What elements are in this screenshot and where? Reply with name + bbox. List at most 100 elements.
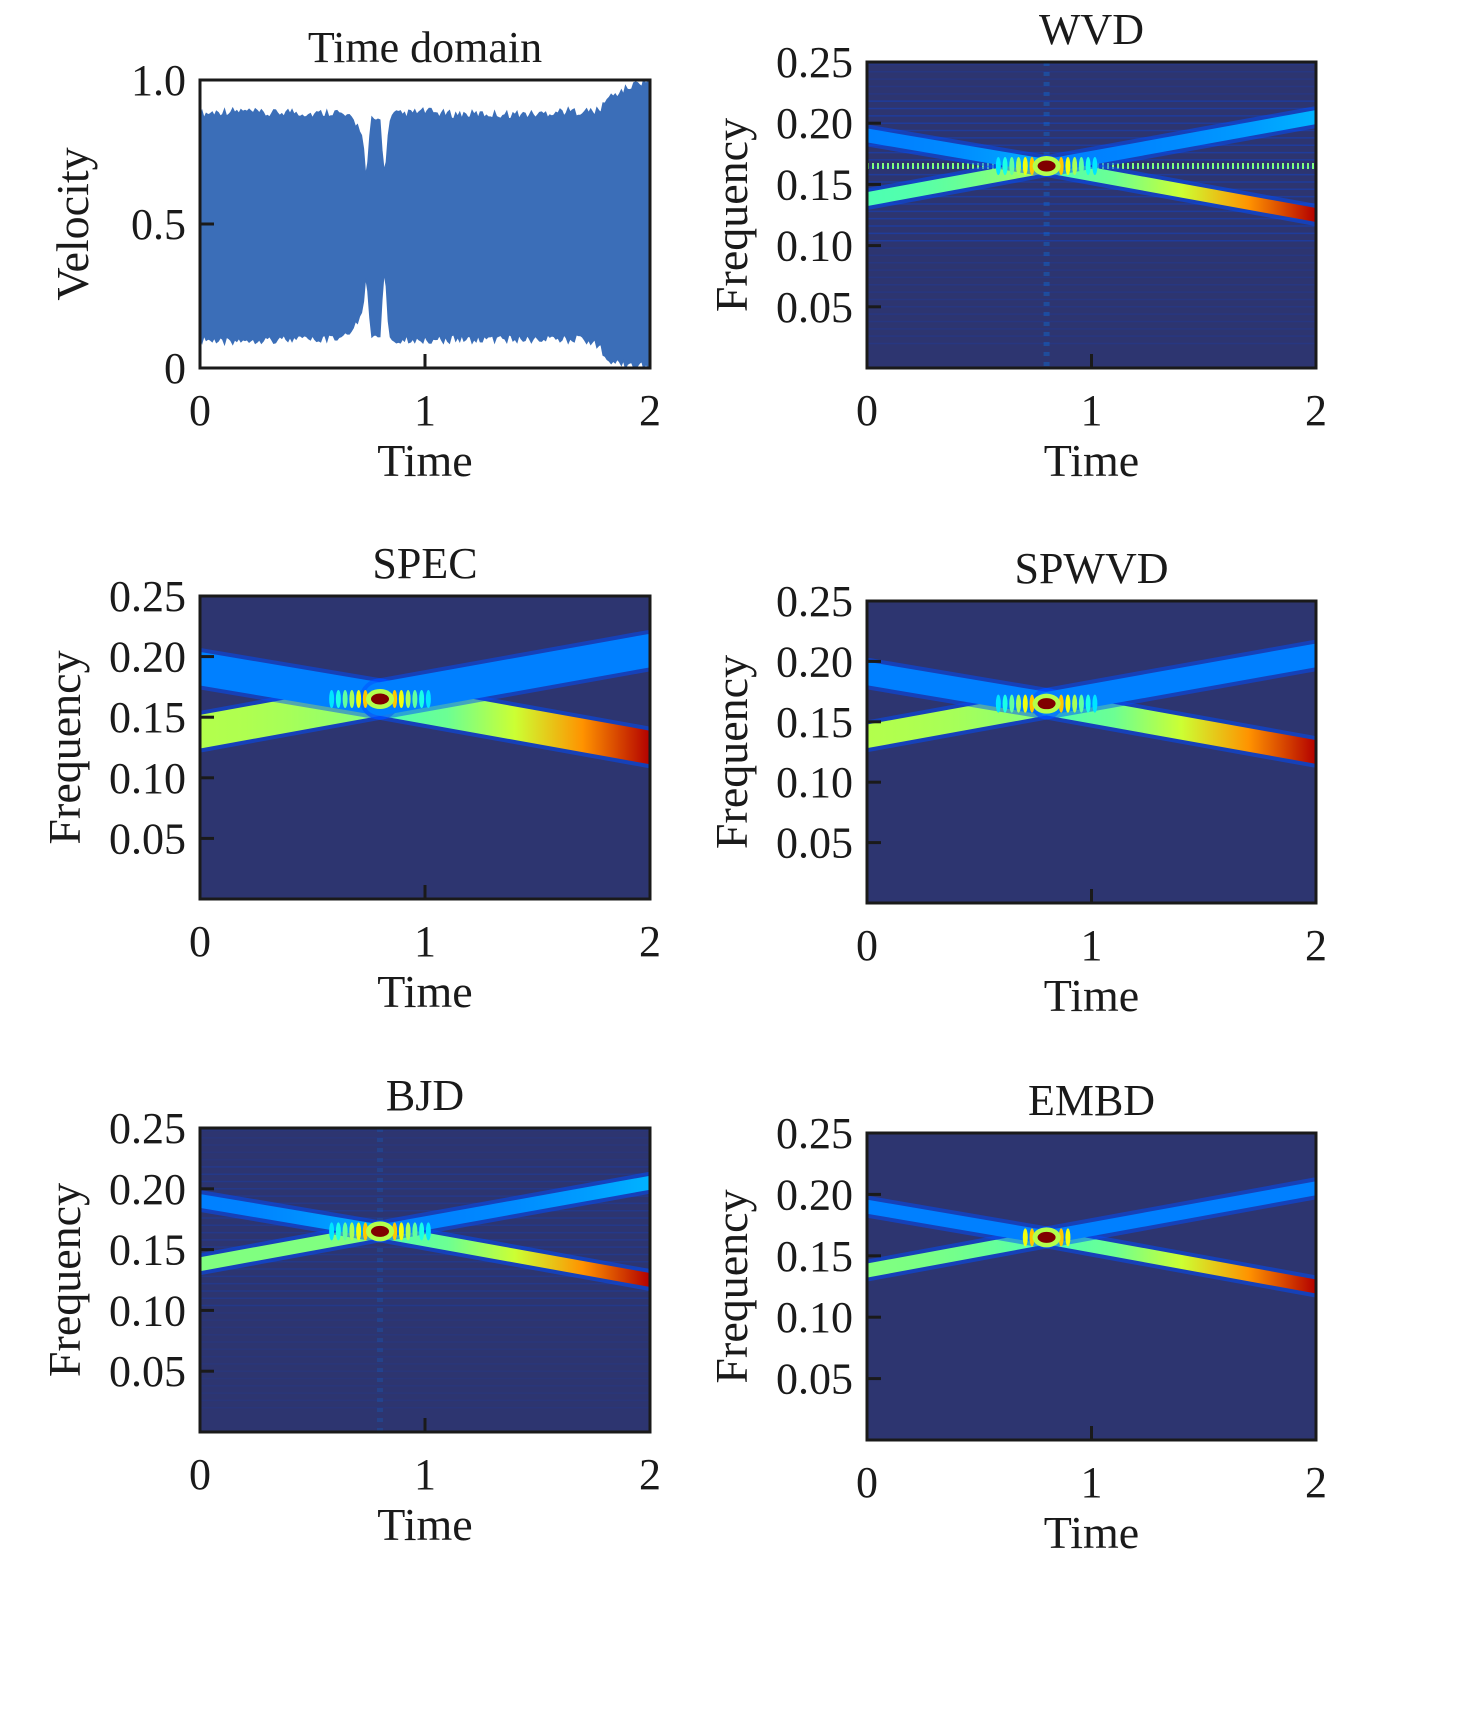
fringe-mark [1016,694,1022,713]
fringe-mark [349,1222,355,1241]
y-axis-label: Frequency [706,1189,757,1383]
fringe-mark [1016,157,1022,176]
x-tick-label: 0 [189,386,211,435]
panel-spec: 0 1 2 0.05 0.10 0.15 0.20 0.25 SPEC Time Frequency [39,539,661,1017]
fringe-mark [342,690,348,709]
panel-title: BJD [386,1071,464,1120]
heatmap-background [867,1133,1316,1440]
y-tick-label: 0 [164,344,186,393]
ridge-descending-component [867,1199,1054,1245]
fringe-mark [349,690,355,709]
ridge-falling-chirp [373,1224,650,1287]
x-tick-label: 2 [1305,921,1327,970]
y-tick-label: 0.10 [776,222,853,271]
fringe-mark [329,690,335,709]
fringe-mark [419,1222,425,1241]
y-tick-label: 0.5 [131,200,186,249]
fringe-mark [1065,1228,1071,1247]
ridge-falling-chirp [1034,692,1316,764]
fringe-mark [1092,694,1098,713]
x-tick-label: 0 [856,386,878,435]
x-tick-label: 2 [639,1450,661,1499]
fringe-mark [335,1222,341,1241]
x-tick-label: 2 [639,386,661,435]
ridge-ascending-component [1039,110,1316,173]
fringe-mark [1078,694,1084,713]
heatmap-background [867,62,1316,368]
fringe-mark [412,690,418,709]
x-axis-label: Time [377,966,472,1017]
y-tick-label: 0.25 [109,1104,186,1153]
y-tick-label: 0.05 [109,1347,186,1396]
fringe-mark [335,690,341,709]
y-tick-label: 0.25 [109,572,186,621]
y-axis-label: Velocity [47,147,98,300]
y-axis-label: Frequency [706,118,757,312]
heatmap-background [200,1128,650,1432]
x-tick-label: 1 [1081,1458,1103,1507]
y-tick-label: 0.25 [776,1109,853,1158]
plot-area [200,1128,650,1432]
fringe-mark [356,690,362,709]
fringe-mark [405,690,411,709]
fringe-mark [356,1222,362,1241]
panel-time-domain: 0 1 2 0 0.5 1.0 Time domain Time Velocity [47,23,661,486]
fringe-mark [362,1222,368,1241]
x-tick-label: 0 [856,1458,878,1507]
y-tick-label: 0.10 [109,1286,186,1335]
y-tick-label: 0.10 [109,754,186,803]
fringe-mark [398,1222,404,1241]
hotspot [1037,160,1056,172]
x-tick-label: 2 [639,917,661,966]
fringe-mark [392,1222,398,1241]
y-tick-label: 0.15 [776,698,853,747]
fringe-mark [1022,694,1028,713]
fringe-mark [1058,694,1064,713]
ridge-ascending-component [1039,1181,1316,1245]
fringe-mark [1029,1228,1035,1247]
x-tick-label: 2 [1305,1458,1327,1507]
x-axis-label: Time [1044,1507,1139,1558]
y-tick-label: 0.15 [109,1226,186,1275]
y-tick-label: 0.15 [776,160,853,209]
plot-area [867,601,1316,903]
fringe-mark [1022,157,1028,176]
fringe-mark [1085,157,1091,176]
y-tick-label: 0.20 [109,633,186,682]
x-axis-label: Time [377,1499,472,1550]
ridge-falling-chirp [1039,159,1316,222]
fringe-mark [362,690,368,709]
x-tick-label: 1 [414,386,436,435]
fringe-mark [1085,694,1091,713]
plot-area [867,1133,1316,1440]
x-tick-label: 0 [856,921,878,970]
hotspot [1037,698,1056,710]
panel-spwvd: 0 1 2 0.05 0.10 0.15 0.20 0.25 SPWVD Time Frequenc… [706,544,1327,1021]
fringe-mark [1092,157,1098,176]
x-axis-label: Time [377,435,472,486]
x-tick-label: 0 [189,917,211,966]
fringe-mark [342,1222,348,1241]
fringe-mark [1072,157,1078,176]
x-axis-label: Time [1044,435,1139,486]
panel-embd: 0 1 2 0.05 0.10 0.15 0.20 0.25 EMBD Time Frequency [706,1076,1327,1558]
ridge-falling-chirp [1039,1230,1316,1294]
y-tick-label: 0.20 [776,1170,853,1219]
panel-title: WVD [1039,5,1144,54]
y-tick-label: 0.20 [776,637,853,686]
ridge-ascending-component [373,1175,650,1239]
fringe-mark [398,690,404,709]
fringe-mark [419,690,425,709]
fringe-mark [1058,157,1064,176]
fringe-mark [1002,157,1008,176]
velocity-signal-band [200,80,650,368]
x-tick-label: 2 [1305,386,1327,435]
x-tick-label: 1 [1081,921,1103,970]
x-axis-label: Time [1044,970,1139,1021]
plot-area [200,596,650,899]
panel-title: EMBD [1028,1076,1155,1125]
fringe-mark [1022,1228,1028,1247]
ridge-ascending-component [363,633,650,716]
hotspot [371,693,389,705]
